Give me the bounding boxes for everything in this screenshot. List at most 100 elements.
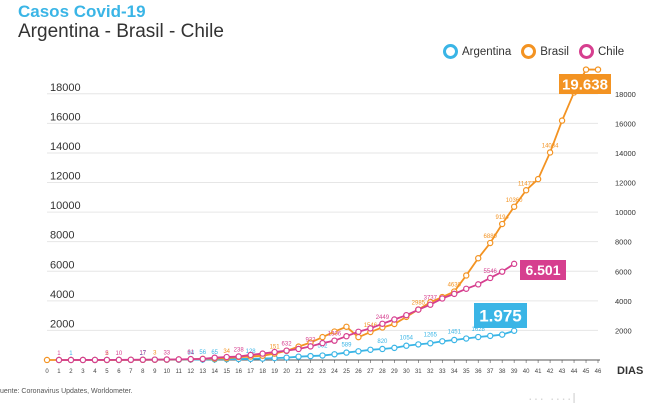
data-label-chile: 238	[234, 347, 245, 353]
x-tick-label: 39	[511, 369, 518, 375]
final-value-box-argentina	[474, 303, 527, 328]
legend-marker-argentina	[443, 44, 458, 59]
data-point-argentina	[486, 332, 494, 340]
legend-label-chile: Chile	[598, 45, 625, 58]
data-label-chile: 632	[282, 342, 293, 348]
watermark: ··· ····l	[528, 390, 577, 406]
data-point-chile	[163, 356, 170, 363]
x-tick-label: 25	[343, 369, 350, 375]
data-point-argentina	[331, 351, 338, 358]
data-label-argentina: 56	[199, 350, 206, 356]
x-tick-label: 13	[199, 369, 206, 375]
data-point-chile	[319, 339, 326, 347]
data-point-brasil	[475, 255, 482, 262]
x-tick-label: 17	[247, 369, 254, 375]
x-tick-label: 37	[487, 369, 494, 375]
data-label-chile: 5546	[484, 269, 498, 275]
final-value-label-argentina: 1.975	[479, 307, 522, 326]
data-point-argentina	[510, 327, 518, 334]
chart-legend: Argentina Brasil Chile	[443, 44, 624, 59]
x-tick-label: 38	[499, 369, 506, 375]
x-tick-label: 1	[57, 369, 61, 375]
y-tick-label-left: 16000	[50, 111, 81, 123]
data-point-chile	[307, 343, 314, 350]
data-point-chile	[115, 356, 123, 364]
legend-marker-chile	[579, 44, 594, 59]
x-tick-label: 31	[415, 369, 422, 375]
data-label-argentina: 34	[187, 350, 194, 356]
x-tick-label: 26	[355, 369, 362, 375]
data-point-argentina	[355, 348, 362, 355]
x-tick-label: 33	[439, 369, 446, 375]
data-point-chile	[211, 354, 218, 361]
data-point-argentina	[475, 333, 482, 341]
data-point-chile	[295, 345, 302, 353]
data-label-brasil: 6880	[484, 234, 498, 240]
y-tick-label-right: 12000	[615, 179, 636, 188]
data-label-argentina: 65	[211, 350, 218, 356]
x-tick-label: 10	[163, 369, 170, 375]
source-note: uente: Coronavirus Updates, Worldometer.	[0, 388, 133, 395]
x-tick-label: 19	[271, 369, 278, 375]
data-point-argentina	[391, 344, 398, 352]
data-label-chile: 1306	[328, 332, 342, 338]
data-label-chile: 1	[57, 351, 61, 357]
y-tick-label-right: 2000	[615, 326, 632, 335]
data-point-chile	[199, 355, 206, 363]
data-label-argentina: 17	[139, 351, 146, 357]
data-label-argentina: 1628	[472, 327, 486, 333]
x-tick-label: 41	[535, 369, 542, 375]
data-label-chile: 922	[306, 337, 317, 343]
data-label-brasil: 9194	[495, 215, 509, 221]
data-point-chile	[151, 356, 159, 363]
data-point-chile	[55, 356, 63, 364]
data-point-chile	[486, 274, 494, 282]
data-label-brasil: 34	[223, 349, 230, 355]
data-label-brasil: 4630	[448, 283, 462, 289]
x-tick-label: 24	[331, 369, 338, 375]
data-point-chile	[283, 347, 290, 354]
data-point-brasil	[522, 187, 530, 194]
data-label-argentina: 820	[377, 339, 388, 345]
data-point-chile	[103, 356, 111, 364]
final-value-label-brasil: 19.638	[562, 76, 608, 93]
data-label-chile: 2449	[376, 315, 390, 321]
data-label-chile: 10	[116, 351, 123, 357]
data-point-chile	[259, 350, 266, 357]
data-point-chile	[415, 306, 422, 313]
data-point-brasil	[510, 203, 518, 210]
x-tick-label: 8	[141, 369, 145, 375]
data-point-brasil	[558, 117, 566, 124]
chart-title: Casos Covid-19	[18, 2, 146, 21]
data-label-brasil: 10360	[506, 198, 523, 204]
data-point-brasil	[534, 175, 542, 183]
x-tick-label: 5	[105, 369, 109, 375]
final-value-box-brasil	[559, 74, 611, 94]
data-point-argentina	[367, 346, 374, 353]
y-tick-label-left: 6000	[50, 259, 74, 271]
legend-item-chile: Chile	[579, 44, 624, 59]
data-label-argentina: 1054	[400, 335, 414, 341]
x-tick-label: 27	[367, 369, 374, 375]
data-point-chile	[451, 290, 458, 298]
data-point-chile	[475, 281, 482, 288]
data-point-argentina	[498, 331, 506, 338]
data-label-chile: 3737	[424, 296, 438, 302]
x-tick-label: 18	[259, 369, 266, 375]
data-label-argentina: 1451	[448, 330, 462, 336]
x-tick-label: 7	[129, 369, 133, 375]
data-point-brasil	[498, 220, 506, 228]
y-tick-label-left: 12000	[50, 171, 81, 183]
x-tick-label: 2	[69, 369, 73, 375]
y-tick-label-right: 8000	[615, 238, 632, 247]
x-tick-label: 36	[475, 369, 482, 375]
legend-item-argentina: Argentina	[443, 44, 511, 59]
x-tick-label: 11	[176, 369, 183, 375]
data-label-argentina: 1265	[424, 332, 438, 338]
data-point-chile	[463, 285, 470, 292]
x-tick-label: 14	[211, 369, 218, 375]
x-tick-label: 3	[81, 369, 85, 375]
x-tick-label: 9	[153, 369, 157, 375]
data-point-argentina	[283, 354, 290, 361]
